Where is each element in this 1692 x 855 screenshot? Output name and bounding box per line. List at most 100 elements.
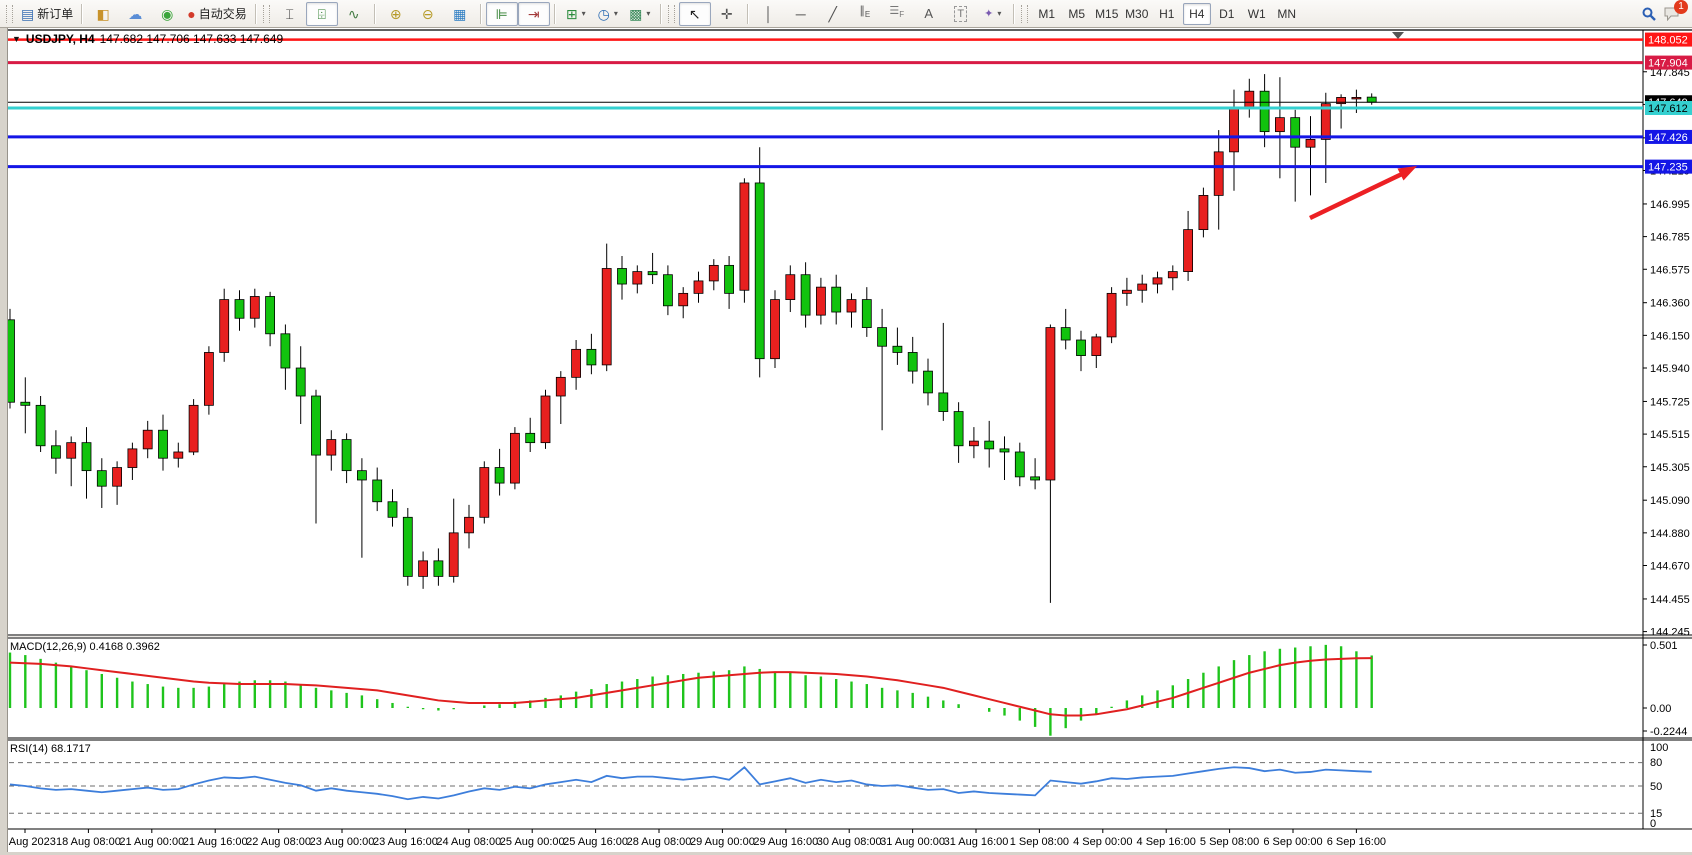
time-axis-label: 4 Sep 00:00 xyxy=(1073,836,1132,848)
candle xyxy=(188,399,199,456)
candle xyxy=(1091,333,1102,369)
svg-text:80: 80 xyxy=(1650,757,1662,769)
time-axis-label: 31 Aug 16:00 xyxy=(944,836,1009,848)
text-tool-button[interactable]: A xyxy=(913,2,945,26)
time-axis-label: 28 Aug 08:00 xyxy=(627,836,692,848)
chart-shift-marker[interactable] xyxy=(1392,32,1404,39)
candle xyxy=(20,377,31,434)
candle xyxy=(219,288,230,362)
candle xyxy=(372,467,383,512)
time-axis-label: 23 Aug 16:00 xyxy=(373,836,438,848)
time-axis-label: 1 Sep 08:00 xyxy=(1010,836,1069,848)
tile-windows-button[interactable]: ▦ xyxy=(444,2,476,26)
crosshair-icon: ✛ xyxy=(720,5,733,22)
chart-shift-button[interactable]: ⇥ xyxy=(517,1,550,26)
indicators-icon: ⊞ xyxy=(565,5,578,22)
timeframe-button-m15[interactable]: M15 xyxy=(1095,6,1119,21)
candle xyxy=(1183,210,1193,281)
trend-arrow-annotation[interactable] xyxy=(1309,166,1417,221)
symbol-dropdown-icon[interactable]: ▼ xyxy=(12,34,21,44)
zoom-in-button[interactable]: ⊕ xyxy=(380,2,412,26)
crosshair-tool-button[interactable]: ✛ xyxy=(711,2,743,26)
text-label-tool-button[interactable]: T xyxy=(945,2,977,26)
arrows-tool-button[interactable]: ✦ ▾ xyxy=(977,2,1009,26)
publish-cloud-button[interactable]: ☁ xyxy=(119,2,151,26)
notifications-chat-icon[interactable]: 1 xyxy=(1664,0,1688,22)
candle xyxy=(984,420,995,468)
timeframe-button-m1[interactable]: M1 xyxy=(1038,6,1056,21)
indicators-button[interactable]: ⊞ ▾ xyxy=(560,2,592,26)
time-axis-label: 6 Sep 16:00 xyxy=(1327,836,1386,848)
time-axis-label: 30 Aug 08:00 xyxy=(817,836,882,848)
candle xyxy=(770,290,780,369)
main-toolbar: ▤ 新订单 ◧ ☁ ◉ ● 自动交易 ⌶ ⌹ ∿ ⊕ ⊖ ▦ ⊫ ⇥ ⊞ ▾ ◷ ▾… xyxy=(0,0,1692,28)
toolbar-grip[interactable] xyxy=(6,4,13,23)
timeframe-button-mn[interactable]: MN xyxy=(1277,6,1297,21)
chart-title-row[interactable]: ▼ USDJPY, H4 147.682 147.706 147.633 147… xyxy=(12,32,283,46)
svg-text:146.150: 146.150 xyxy=(1650,330,1690,342)
level-lines[interactable] xyxy=(0,38,1643,169)
timeframe-button-m5[interactable]: M5 xyxy=(1068,6,1086,21)
candle xyxy=(448,498,459,583)
line-chart-icon: ∿ xyxy=(347,5,360,22)
toolbar-grip[interactable] xyxy=(667,4,675,23)
timeframe-button-h4[interactable]: H4 xyxy=(1182,2,1211,25)
svg-text:145.940: 145.940 xyxy=(1650,363,1690,375)
new-order-button[interactable]: ▤ 新订单 xyxy=(17,2,77,26)
equidistant-channel-tool-button[interactable]: ∥E xyxy=(849,2,881,26)
search-icon[interactable] xyxy=(1642,7,1656,21)
svg-text:144.245: 144.245 xyxy=(1650,627,1690,639)
templates-button[interactable]: ▩ ▾ xyxy=(624,2,656,26)
candle xyxy=(479,461,490,524)
candle xyxy=(1229,89,1239,191)
timeframe-button-w1[interactable]: W1 xyxy=(1247,6,1266,21)
line-chart-mode-button[interactable]: ∿ xyxy=(338,2,370,26)
svg-text:147.904: 147.904 xyxy=(1648,58,1688,70)
candle xyxy=(846,293,857,328)
macd-pane[interactable]: 0.501 0.00 -0.2244 xyxy=(8,640,1687,738)
svg-text:146.785: 146.785 xyxy=(1650,232,1690,244)
periods-button[interactable]: ◷ ▾ xyxy=(592,2,624,26)
candle xyxy=(571,340,581,390)
toolbar-grip[interactable] xyxy=(262,4,270,23)
fibonacci-tool-button[interactable]: ☰F xyxy=(881,2,913,26)
rsi-pane[interactable]: 100 80 50 150 xyxy=(0,742,1668,830)
notification-count-badge: 1 xyxy=(1674,0,1688,14)
candlestick-mode-button[interactable]: ⌹ xyxy=(305,1,338,26)
vertical-line-tool-button[interactable]: │ xyxy=(753,2,785,26)
candle xyxy=(35,396,46,452)
timeframe-button-h1[interactable]: H1 xyxy=(1159,6,1175,21)
templates-icon: ▩ xyxy=(629,5,643,22)
candle xyxy=(1366,93,1377,105)
zoom-out-button[interactable]: ⊖ xyxy=(412,2,444,26)
horizontal-line-tool-button[interactable]: ─ xyxy=(785,2,817,26)
candle xyxy=(509,427,520,490)
svg-text:144.880: 144.880 xyxy=(1650,528,1690,540)
chart-shift-icon: ⇥ xyxy=(527,5,540,22)
chart-canvas[interactable]: 147.845147.635147.420147.210146.995146.7… xyxy=(0,28,1692,855)
trendline-icon: ╱ xyxy=(828,5,837,22)
time-axis-label: 25 Aug 16:00 xyxy=(563,836,628,848)
cursor-tool-button[interactable]: ↖ xyxy=(678,1,711,26)
price-axis[interactable]: 147.845147.635147.420147.210146.995146.7… xyxy=(1643,67,1690,639)
timeframe-button-m30[interactable]: M30 xyxy=(1125,6,1149,21)
trendline-tool-button[interactable]: ╱ xyxy=(817,2,849,26)
candle xyxy=(1275,77,1285,179)
timeframe-button-d1[interactable]: D1 xyxy=(1219,6,1235,21)
svg-text:0: 0 xyxy=(1650,818,1656,830)
candle xyxy=(724,256,734,309)
styler-button[interactable]: ◧ xyxy=(87,2,119,26)
text-label-icon: T xyxy=(954,5,968,22)
candle xyxy=(1305,116,1316,196)
candle xyxy=(861,287,872,337)
candle xyxy=(663,265,673,316)
bar-chart-mode-button[interactable]: ⌶ xyxy=(274,2,306,26)
svg-text:145.515: 145.515 xyxy=(1650,429,1690,441)
candle xyxy=(601,243,612,372)
auto-trading-button[interactable]: ● 自动交易 xyxy=(183,2,250,26)
auto-scroll-button[interactable]: ⊫ xyxy=(485,1,518,26)
signals-button[interactable]: ◉ xyxy=(151,2,183,26)
candle xyxy=(387,489,398,527)
toolbar-grip[interactable] xyxy=(1020,4,1028,23)
